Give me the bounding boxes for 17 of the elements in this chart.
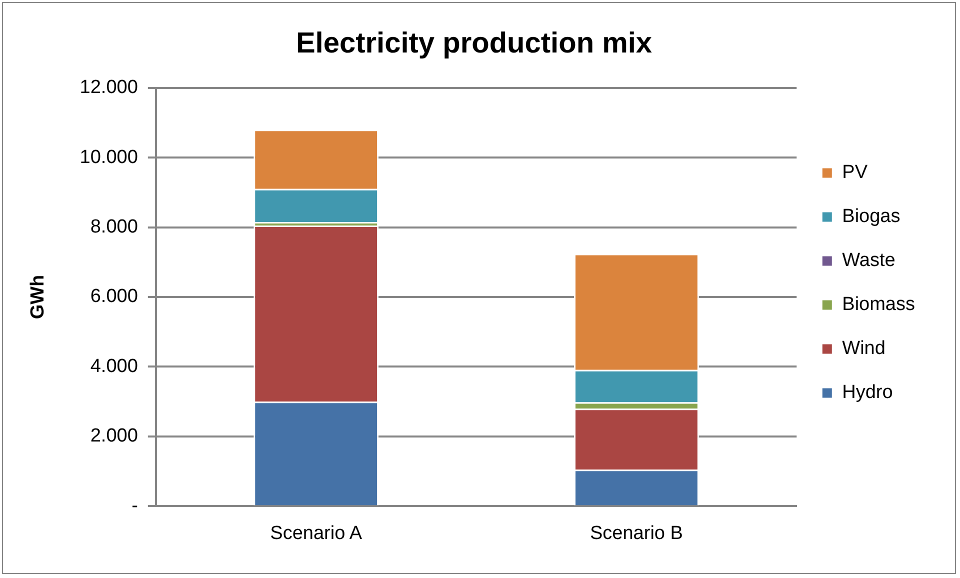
legend-label: Biomass [842, 294, 916, 316]
legend-label: Biogas [842, 206, 900, 228]
y-tick-label: 8.000 [90, 216, 138, 238]
y-tick-label: 10.000 [80, 146, 138, 168]
y-tick-label: 2.000 [90, 426, 138, 447]
y-tick-label: 4.000 [90, 356, 138, 377]
legend-label: Hydro [842, 382, 893, 404]
legend-label: Wind [842, 338, 886, 360]
legend-label: PV [842, 162, 868, 184]
y-tick-label: - [132, 495, 138, 516]
legend-label: Waste [842, 250, 896, 272]
y-tick-label: 6.000 [90, 286, 138, 308]
x-tick-label: Scenario A [270, 522, 362, 544]
y-tick-label: 12.000 [80, 77, 138, 98]
x-tick-label: Scenario B [590, 522, 683, 544]
chart-title: Electricity production mix [296, 27, 652, 60]
y-axis-title: GWh [28, 274, 49, 320]
